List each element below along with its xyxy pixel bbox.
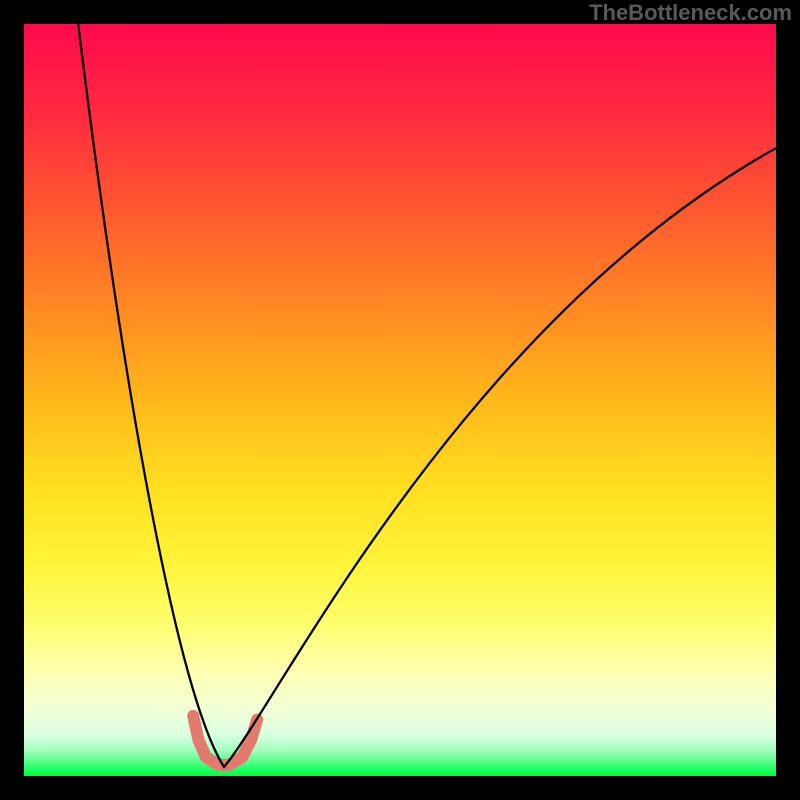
curve-main-line xyxy=(78,24,776,767)
curve-highlight-segment xyxy=(193,716,257,765)
watermark-text: TheBottleneck.com xyxy=(589,0,792,26)
bottleneck-curve xyxy=(24,24,776,776)
chart-container: TheBottleneck.com xyxy=(0,0,800,800)
plot-area xyxy=(24,24,776,776)
